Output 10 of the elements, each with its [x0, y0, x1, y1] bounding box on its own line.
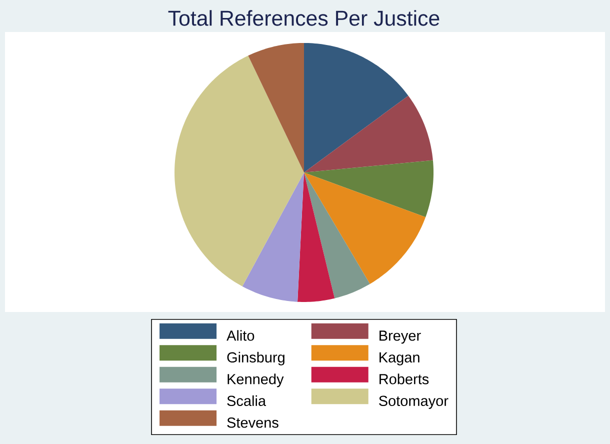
legend-label: Scalia — [227, 395, 266, 406]
legend-label: Sotomayor — [379, 396, 448, 409]
chart-title: Total References Per Justice — [168, 10, 440, 26]
legend-label: Ginsburg — [227, 352, 284, 366]
legend-label: Kennedy — [228, 374, 284, 388]
legend-label: Stevens — [227, 418, 278, 428]
legend-label: Breyer — [380, 330, 421, 344]
legend-label: Kagan — [380, 352, 420, 366]
legend-label: Roberts — [380, 374, 429, 384]
legend-label: Alito — [226, 330, 254, 341]
